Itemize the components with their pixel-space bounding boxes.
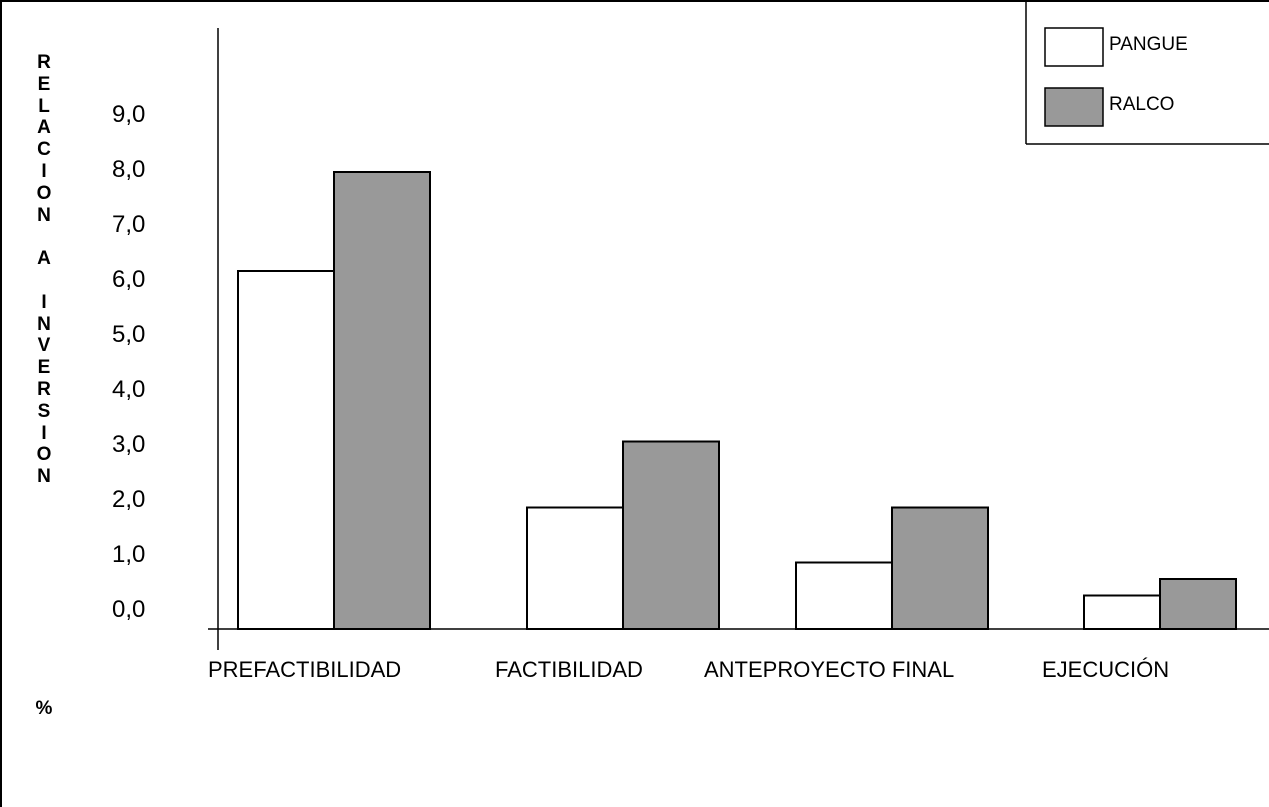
y-tick-label: 2,0 <box>112 486 145 513</box>
y-tick-label: 8,0 <box>112 156 145 183</box>
legend-swatch-ralco <box>1044 87 1104 127</box>
bar-pangue-2 <box>795 561 893 630</box>
y-axis-unit: % <box>35 698 53 719</box>
y-tick-label: 0,0 <box>112 596 145 623</box>
legend-label-ralco: RALCO <box>1109 94 1174 115</box>
bar-pangue-1 <box>526 506 624 630</box>
legend-swatch-pangue <box>1044 27 1104 67</box>
bar-ralco-2 <box>891 506 989 630</box>
bar-pangue-3 <box>1083 594 1161 630</box>
y-tick-labels: 0,0 1,0 2,0 3,0 4,0 5,0 6,0 7,0 8,0 9,0 <box>112 101 145 623</box>
y-tick-label: 1,0 <box>112 541 145 568</box>
category-labels: PREFACTIBILIDAD FACTIBILIDAD ANTEPROYECTO … <box>208 657 1169 682</box>
category-label: FACTIBILIDAD <box>495 657 643 682</box>
y-tick-label: 7,0 <box>112 211 145 238</box>
category-label: EJECUCIÓN <box>1042 657 1169 682</box>
y-tick-label: 6,0 <box>112 266 145 293</box>
y-tick-label: 4,0 <box>112 376 145 403</box>
bar-ralco-0 <box>333 171 431 630</box>
bars <box>237 171 1237 630</box>
bar-pangue-0 <box>237 270 335 630</box>
category-label: PREFACTIBILIDAD <box>208 657 401 682</box>
legend: PANGUE RALCO <box>1025 1 1269 145</box>
y-axis-label: R E L A C I O N A I N V E R S I O N <box>36 52 52 488</box>
y-tick-label: 3,0 <box>112 431 145 458</box>
y-tick-label: 5,0 <box>112 321 145 348</box>
category-label: ANTEPROYECTO FINAL <box>704 657 954 682</box>
y-tick-label: 9,0 <box>112 101 145 128</box>
bar-ralco-3 <box>1159 578 1237 630</box>
legend-label-pangue: PANGUE <box>1109 34 1188 55</box>
bar-ralco-1 <box>622 440 720 630</box>
